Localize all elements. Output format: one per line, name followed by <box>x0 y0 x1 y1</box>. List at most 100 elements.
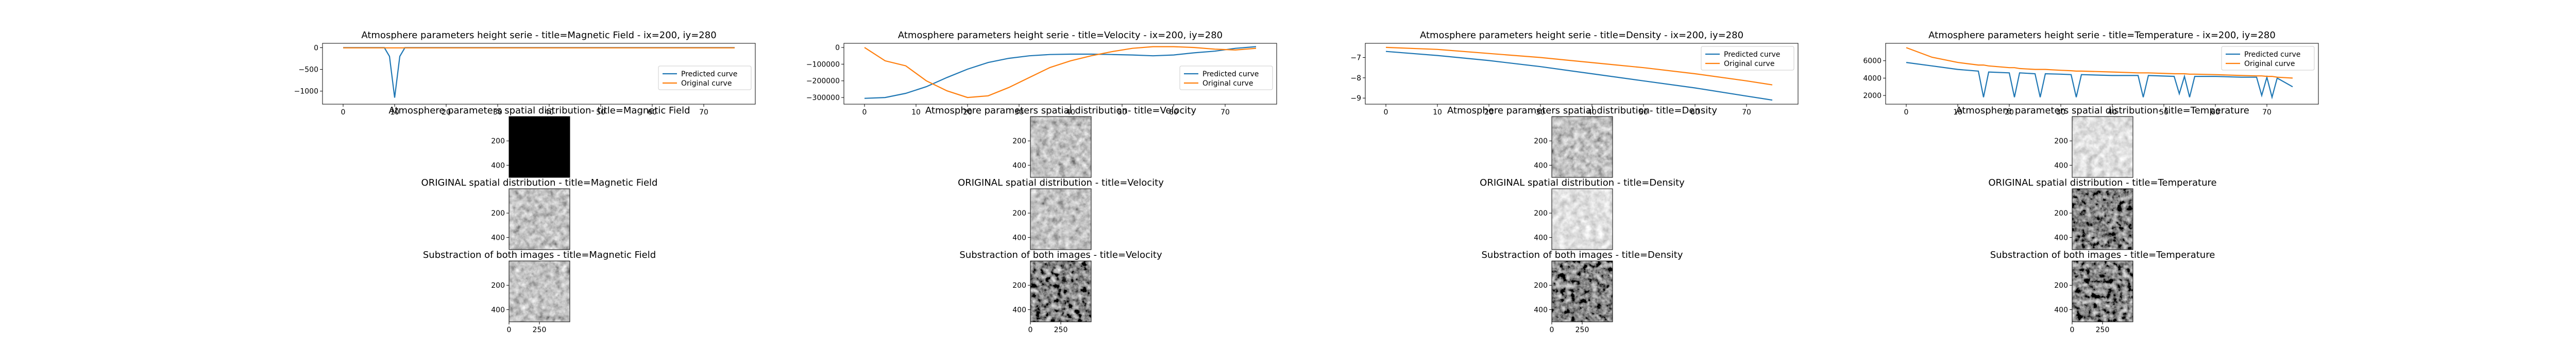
image-panel-0: Atmosphere parameters spatial distributi… <box>1956 105 2249 178</box>
y-tick-label: −100000 <box>806 60 840 69</box>
image-x-tick-label: 250 <box>533 326 547 334</box>
y-tick-label: 4000 <box>1863 74 1882 83</box>
chart-column-0: Atmosphere parameters height serie - tit… <box>294 30 756 334</box>
image-title: Substraction of both images - title=Temp… <box>1990 250 2215 260</box>
y-tick-label: 2000 <box>1863 92 1882 100</box>
x-tick-label: 30 <box>1014 108 1024 117</box>
image-y-tick-label: 200 <box>1534 137 1548 145</box>
image-frame <box>2072 116 2133 178</box>
x-tick-label: 60 <box>1690 108 1700 117</box>
plot-frame <box>1365 43 1799 105</box>
image-title: ORIGINAL spatial distribution - title=Ve… <box>958 177 1164 188</box>
legend-original-label: Original curve <box>1724 60 1774 68</box>
image-y-tick-label: 200 <box>1534 282 1548 290</box>
image-frame <box>509 116 570 178</box>
line-chart-title: Atmosphere parameters height serie - tit… <box>898 30 1223 41</box>
legend-predicted-label: Predicted curve <box>2244 51 2300 59</box>
y-tick-label: 6000 <box>1863 57 1882 65</box>
image-y-tick-label: 400 <box>1012 161 1026 170</box>
plot-frame <box>843 43 1277 105</box>
y-tick-label: −500 <box>299 66 318 74</box>
image-title: Substraction of both images - title=Velo… <box>959 250 1162 260</box>
image-y-tick-label: 200 <box>1012 137 1026 145</box>
image-title: ORIGINAL spatial distribution - title=Ma… <box>421 177 658 188</box>
x-tick-label: 0 <box>862 108 867 117</box>
legend-predicted-label: Predicted curve <box>681 70 737 78</box>
image-frame <box>1551 188 1613 250</box>
chart-column-3: Atmosphere parameters height serie - tit… <box>1863 30 2319 334</box>
legend-original-label: Original curve <box>1202 79 1253 88</box>
original-curve-line <box>1906 47 2293 79</box>
x-tick-label: 70 <box>1221 108 1230 117</box>
image-panel-0: Atmosphere parameters spatial distributi… <box>388 105 690 178</box>
image-raster <box>1552 189 1613 250</box>
y-tick-label: −200000 <box>806 77 840 86</box>
image-title: Atmosphere parameters spatial distributi… <box>388 105 690 116</box>
x-tick-label: 0 <box>341 108 346 117</box>
image-panel-2: Substraction of both images - title=Velo… <box>959 250 1162 334</box>
image-panel-2: Substraction of both images - title=Dens… <box>1481 250 1683 334</box>
x-tick-label: 70 <box>2262 108 2272 117</box>
predicted-curve-line <box>1385 51 1773 101</box>
image-y-tick-label: 200 <box>491 137 505 145</box>
image-x-tick-label: 0 <box>1028 326 1033 334</box>
image-y-tick-label: 400 <box>2054 161 2068 170</box>
x-tick-label: 30 <box>2056 108 2065 117</box>
image-title: Atmosphere parameters spatial distributi… <box>1447 105 1717 116</box>
image-raster <box>2072 261 2133 322</box>
x-tick-label: 60 <box>648 108 657 117</box>
image-y-tick-label: 200 <box>491 209 505 218</box>
image-raster <box>509 117 570 177</box>
legend-predicted-label: Predicted curve <box>1724 51 1780 59</box>
legend-original-label: Original curve <box>681 79 732 88</box>
image-panel-0: Atmosphere parameters spatial distributi… <box>1447 105 1717 178</box>
image-raster <box>1552 261 1613 322</box>
x-tick-label: 0 <box>1384 108 1388 117</box>
x-tick-label: 20 <box>1484 108 1494 117</box>
original-curve-line <box>1385 46 1773 86</box>
image-y-tick-label: 200 <box>1012 282 1026 290</box>
legend-box <box>2221 46 2315 71</box>
x-tick-label: 20 <box>963 108 972 117</box>
image-frame <box>1030 116 1092 178</box>
image-raster <box>509 261 570 322</box>
image-raster <box>2072 189 2133 250</box>
x-tick-label: 50 <box>1117 108 1127 117</box>
image-title: ORIGINAL spatial distribution - title=De… <box>1480 177 1685 188</box>
legend-predicted-label: Predicted curve <box>1202 70 1259 78</box>
image-y-tick-label: 400 <box>491 234 505 242</box>
image-title: Substraction of both images - title=Dens… <box>1481 250 1683 260</box>
chart-column-2: Atmosphere parameters height serie - tit… <box>1350 30 1799 334</box>
y-tick-label: −300000 <box>806 94 840 102</box>
line-chart-title: Atmosphere parameters height serie - tit… <box>361 30 716 41</box>
image-panel-1: ORIGINAL spatial distribution - title=Te… <box>1988 177 2217 250</box>
image-panel-1: ORIGINAL spatial distribution - title=Ma… <box>421 177 658 250</box>
line-chart-title: Atmosphere parameters height serie - tit… <box>1420 30 1743 41</box>
x-tick-label: 50 <box>1639 108 1648 117</box>
image-raster <box>1030 189 1091 250</box>
image-title: Atmosphere parameters spatial distributi… <box>925 105 1196 116</box>
image-raster <box>2072 117 2133 177</box>
x-tick-label: 40 <box>545 108 554 117</box>
image-raster <box>1030 261 1091 322</box>
image-x-tick-label: 250 <box>2096 326 2110 334</box>
image-y-tick-label: 400 <box>1534 306 1548 314</box>
image-panel-2: Substraction of both images - title=Temp… <box>1990 250 2215 334</box>
image-x-tick-label: 0 <box>2070 326 2075 334</box>
x-tick-label: 40 <box>1587 108 1597 117</box>
image-y-tick-label: 400 <box>2054 234 2068 242</box>
plot-frame <box>1885 43 2319 105</box>
predicted-curve-line <box>864 46 1257 99</box>
image-y-tick-label: 400 <box>491 161 505 170</box>
x-tick-label: 60 <box>1169 108 1178 117</box>
image-title: Atmosphere parameters spatial distributi… <box>1956 105 2249 116</box>
image-x-tick-label: 250 <box>1575 326 1589 334</box>
x-tick-label: 30 <box>1536 108 1545 117</box>
x-tick-label: 0 <box>1904 108 1909 117</box>
image-panel-2: Substraction of both images - title=Magn… <box>423 250 656 334</box>
original-curve-line <box>864 46 1257 99</box>
x-tick-label: 50 <box>596 108 605 117</box>
x-tick-label: 10 <box>390 108 399 117</box>
image-y-tick-label: 200 <box>1534 209 1548 218</box>
